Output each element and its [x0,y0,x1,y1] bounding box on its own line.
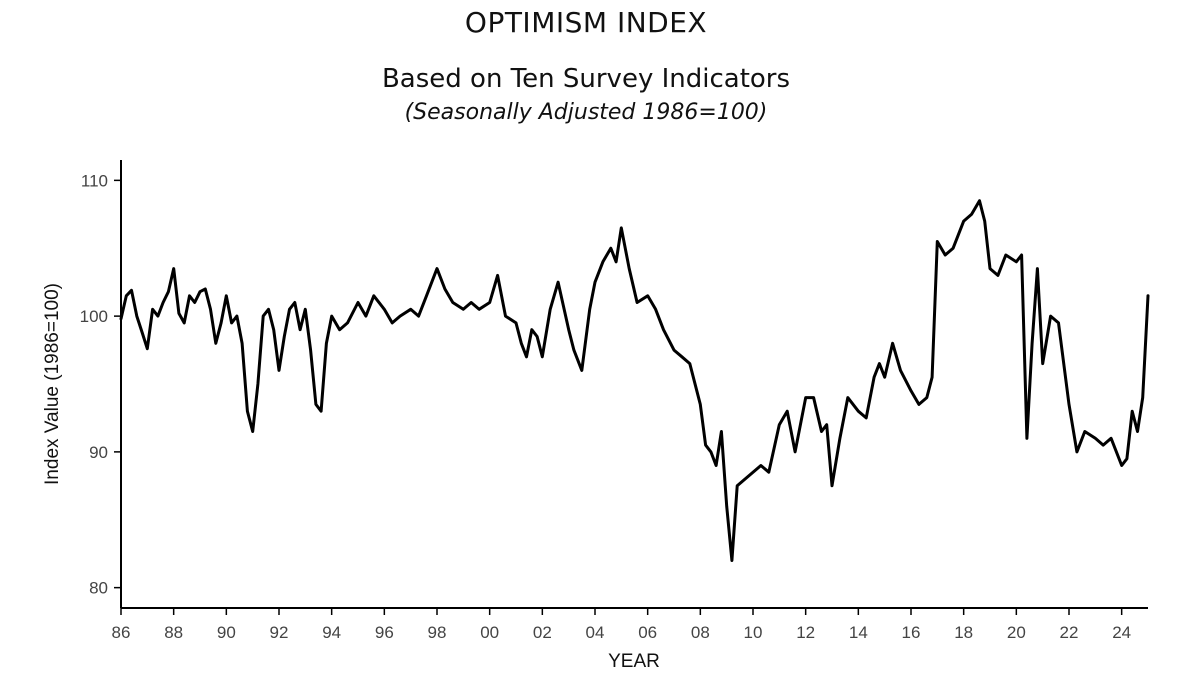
x-tick-label: 94 [322,623,341,642]
x-ticks: 86 88 90 92 94 96 98 00 02 04 06 08 10 12 14 16 18 20 22 24 [112,608,1131,642]
x-tick-label: 92 [270,623,289,642]
x-tick-label: 18 [954,623,973,642]
x-tick-label: 88 [164,623,183,642]
series-line [119,199,1150,562]
x-tick-label: 06 [638,623,657,642]
x-tick-label: 90 [217,623,236,642]
x-tick-label: 20 [1007,623,1026,642]
x-tick-label: 08 [691,623,710,642]
x-tick-label: 98 [428,623,447,642]
axes [120,160,1148,609]
x-tick-label: 22 [1060,623,1079,642]
y-ticks: 80 90 100 110 [80,171,121,598]
x-tick-label: 24 [1112,623,1131,642]
y-tick-label: 100 [80,307,108,326]
y-tick-label: 80 [89,579,108,598]
x-tick-label: 12 [796,623,815,642]
x-tick-label: 14 [849,623,868,642]
x-tick-label: 86 [112,623,131,642]
chart-title: OPTIMISM INDEX [464,6,708,39]
x-axis-title: YEAR [608,651,660,672]
x-tick-label: 96 [375,623,394,642]
y-tick-label: 90 [89,443,108,462]
x-tick-label: 16 [902,623,921,642]
x-tick-label: 10 [744,623,763,642]
x-tick-label: 04 [586,623,605,642]
y-axis-title: Index Value (1986=100) [42,283,63,485]
x-tick-label: 00 [480,623,499,642]
chart-note: (Seasonally Adjusted 1986=100) [404,100,768,125]
x-tick-label: 02 [533,623,552,642]
y-tick-label: 110 [81,171,108,190]
chart-subtitle: Based on Ten Survey Indicators [381,64,791,94]
